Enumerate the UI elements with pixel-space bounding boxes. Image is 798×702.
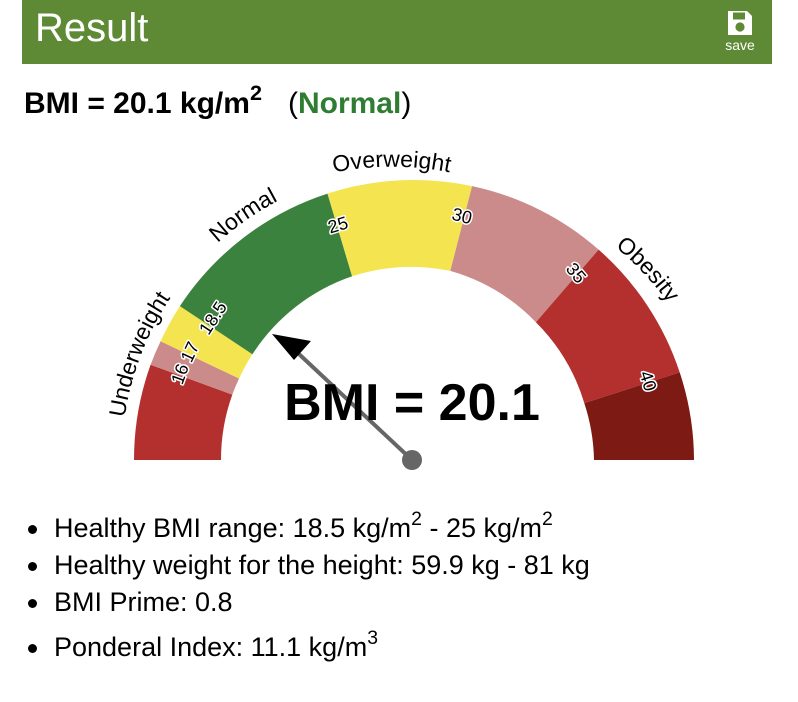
segment-obese-class-2: [535, 249, 680, 404]
gauge-needle: [272, 334, 422, 470]
paren-open: (: [287, 87, 298, 120]
segment-normal: [179, 193, 353, 355]
segment-obese-class-1: [450, 186, 599, 323]
floppy-disk-icon: [728, 11, 752, 35]
list-item-healthy-bmi-range: Healthy BMI range: 18.5 kg/m2 - 25 kg/m2: [24, 508, 590, 547]
segment-moderate-thinness: [150, 341, 240, 395]
bmi-summary: BMI = 20.1 kg/m2 (Normal): [24, 82, 411, 126]
result-title: Result: [35, 6, 149, 50]
paren-close: ): [401, 87, 412, 120]
healthy-range-mid: - 25 kg/m: [421, 513, 543, 543]
bmi-category-text: Normal: [297, 87, 402, 120]
healthy-range-exp-1: 2: [411, 508, 422, 531]
bmi-category: (Normal): [288, 87, 411, 120]
ponderal-exp: 3: [367, 627, 379, 650]
needle-pivot: [402, 450, 422, 470]
needle-arrowhead: [272, 334, 311, 360]
bmi-value-text: BMI = 20.1 kg/m2: [24, 82, 262, 120]
bmi-unit-exponent: 2: [249, 79, 262, 105]
save-button[interactable]: save: [720, 8, 760, 54]
segment-mild-thinness: [160, 306, 253, 379]
bmi-value-prefix: BMI = 20.1 kg/m: [24, 87, 250, 120]
save-label: save: [725, 37, 755, 53]
segment-obese-class-3: [584, 372, 694, 460]
list-item-healthy-weight: Healthy weight for the height: 59.9 kg -…: [24, 547, 590, 584]
segment-severe-thinness: [133, 364, 233, 460]
list-item-ponderal-index: Ponderal Index: 11.1 kg/m3: [24, 627, 590, 666]
ponderal-text: Ponderal Index: 11.1 kg/m: [54, 632, 368, 662]
label-overweight: Overweight: [330, 146, 454, 178]
bmi-details-list: Healthy BMI range: 18.5 kg/m2 - 25 kg/m2…: [24, 508, 590, 666]
segment-overweight: [327, 179, 473, 277]
result-header: Result save: [22, 0, 772, 64]
healthy-range-exp-2: 2: [542, 508, 553, 531]
healthy-range-text: Healthy BMI range: 18.5 kg/m: [54, 513, 412, 543]
gauge-readout: BMI = 20.1: [284, 374, 540, 432]
list-item-bmi-prime: BMI Prime: 0.8: [24, 584, 590, 621]
gauge-segments: [133, 179, 694, 460]
